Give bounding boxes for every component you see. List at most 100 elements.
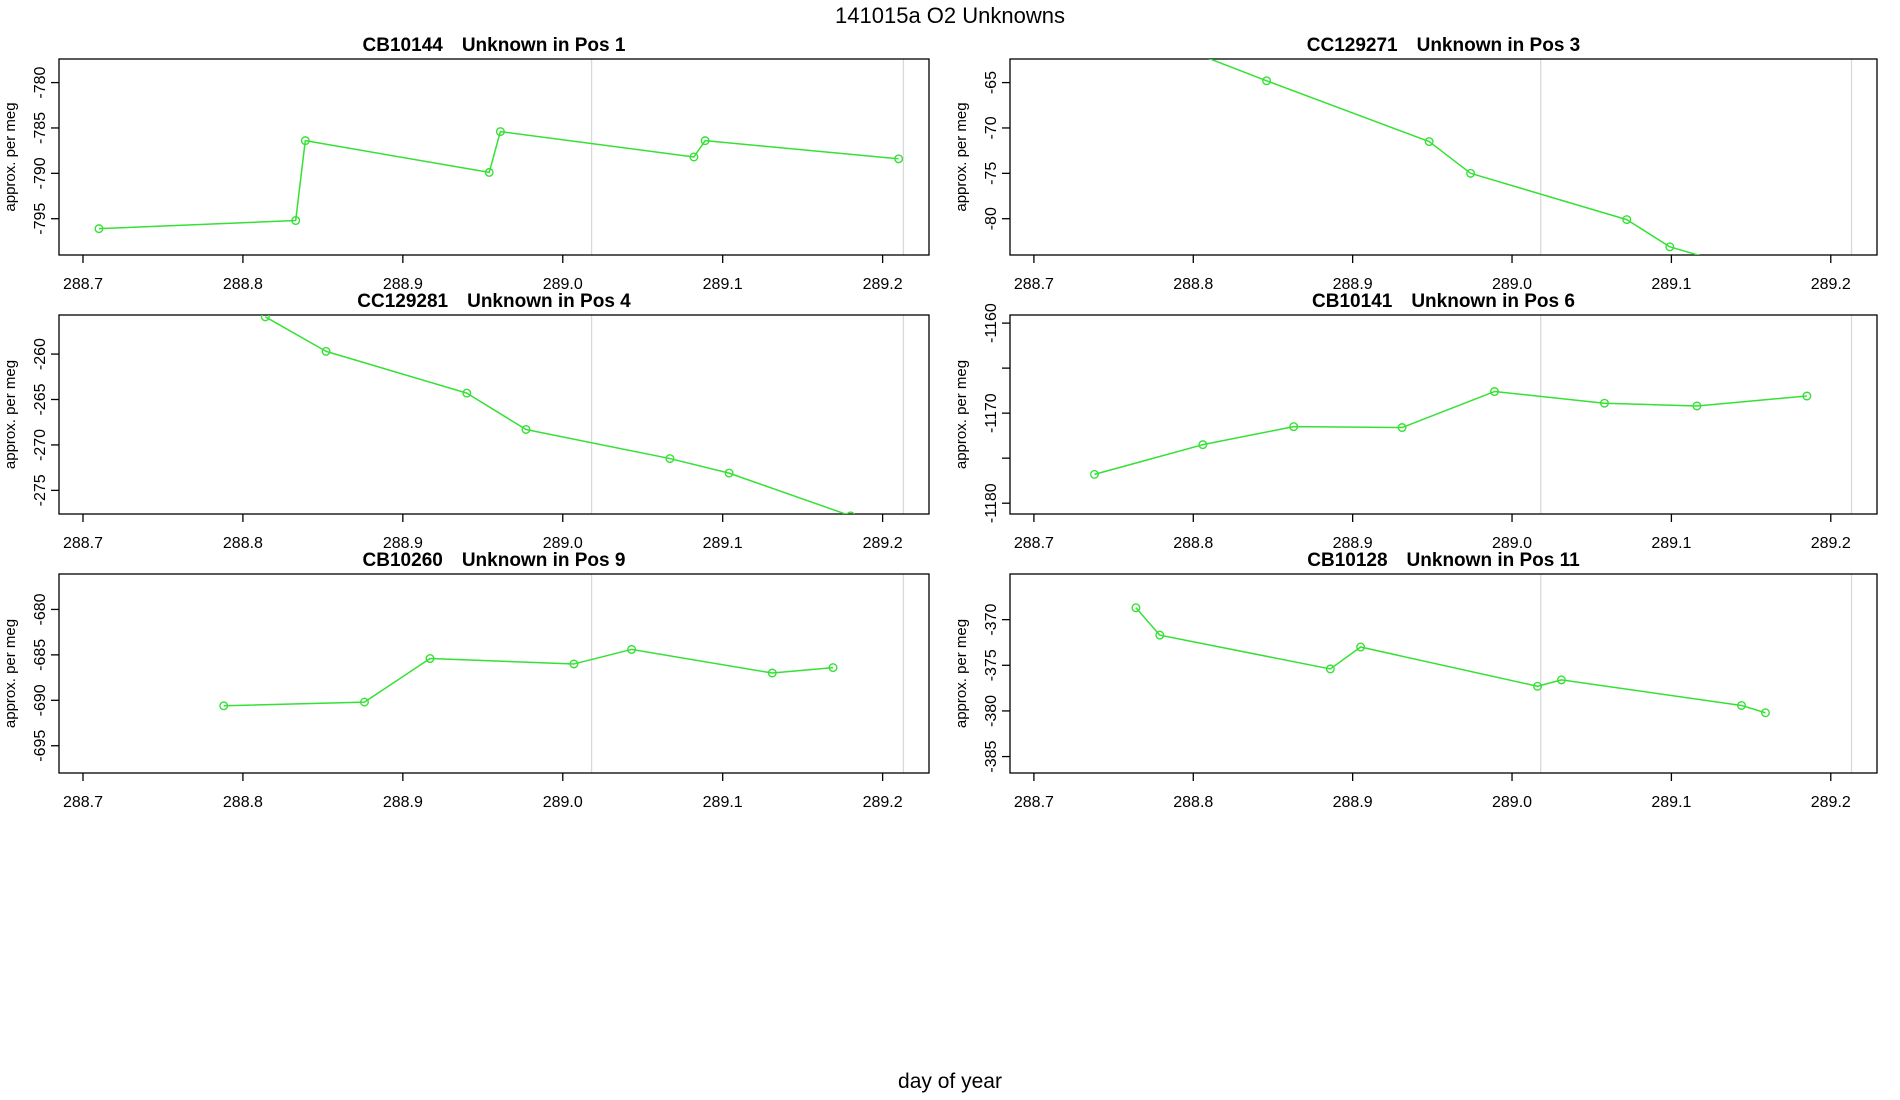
data-point-marker [1665,242,1675,252]
data-point-marker [894,154,904,164]
y-tick-label: -275 [32,474,49,506]
series-line [264,316,848,514]
data-point-marker [700,136,710,146]
data-point-marker [521,424,531,434]
y-tick-label: -65 [983,71,1000,94]
data-point-marker [462,388,472,398]
data-point-marker [724,468,734,478]
data-point-marker [767,668,777,678]
data-point-marker [1737,700,1747,710]
x-tick-label: 288.7 [1014,535,1054,552]
panel-title: CB10128 Unknown in Pos 11 [1307,550,1580,571]
x-tick-label: 288.8 [1173,794,1213,811]
plot-box [1009,573,1878,774]
data-point-marker [1622,215,1632,225]
plot-box [1009,314,1878,515]
y-tick-label: -75 [983,162,1000,185]
y-tick-label: -695 [32,730,49,762]
reference-lines [1540,574,1853,773]
y-tick-label: -680 [32,593,49,625]
y-axis-title: approx. per meg [953,102,970,211]
reference-lines [590,315,905,514]
reference-lines [590,574,905,773]
panel-title: CB10260 Unknown in Pos 9 [363,550,626,571]
panel-CB10144: 288.7 288.8 288.9 289.0 289.1 289.2 -780 -785 -7… [2,35,930,293]
data-point-marker [484,167,494,177]
data-point-marker [495,127,505,137]
y-tick-label: -370 [983,604,1000,636]
x-tick-label: 289.0 [543,535,583,552]
y-tick-label: -690 [32,684,49,716]
y-tick-label: -1180 [983,483,1000,523]
x-tick-label: 288.7 [1014,276,1054,293]
data-point-marker [300,136,310,146]
panel-CB10260: 288.7 288.8 288.9 289.0 289.1 289.2 -680 -685 -6… [2,550,930,811]
data-point-marker [828,663,838,673]
reference-lines [590,59,905,255]
main-title: 141015a O2 Unknowns [835,3,1065,28]
data-point-marker [219,701,229,711]
data-point-marker [846,511,855,514]
panel-title: CB10141 Unknown in Pos 6 [1312,291,1575,312]
x-tick-label: 288.9 [1333,535,1373,552]
data-point-marker [1174,42,1182,50]
data-series [1174,42,1739,270]
data-point-marker [627,644,637,654]
x-tick-label: 288.9 [1333,276,1373,293]
x-tick-label: 289.2 [863,794,903,811]
data-point-marker [1692,401,1702,411]
x-tick-label: 289.0 [1492,535,1532,552]
data-point-marker [260,315,270,322]
x-tick-label: 289.0 [1492,794,1532,811]
data-point-marker [1489,387,1499,397]
x-tick-label: 289.2 [1811,276,1851,293]
data-series [1131,603,1770,718]
data-point-marker [1262,76,1272,86]
y-tick-label: -685 [32,639,49,671]
data-point-marker [1089,469,1099,479]
x-tick-label: 289.1 [703,794,743,811]
x-tick-label: 288.8 [223,535,263,552]
data-point-marker [94,224,104,234]
x-tick-label: 289.2 [863,276,903,293]
x-tick-label: 289.1 [1651,276,1691,293]
data-point-marker [291,216,301,226]
y-tick-label: -260 [32,338,49,370]
series-line [223,648,834,707]
panel-CC129281: 288.7 288.8 288.9 289.0 289.1 289.2 -260 -265 -2… [2,291,930,552]
series-line [1094,390,1807,476]
data-point-marker [1731,262,1739,270]
y-tick-label: -790 [32,157,49,189]
x-tick-label: 289.1 [703,276,743,293]
x-tick-label: 288.9 [383,535,423,552]
plot-box [1009,58,1878,256]
y-axis-title: approx. per meg [2,619,19,728]
x-tick-label: 288.8 [1173,276,1213,293]
panel-CB10128: 288.7 288.8 288.9 289.0 289.1 289.2 -370 -375 -3… [953,550,1878,811]
y-axis-title: approx. per meg [953,360,970,469]
x-tick-label: 289.2 [863,535,903,552]
data-point-marker [1760,708,1770,718]
panel-title: CC129271 Unknown in Pos 3 [1307,35,1580,56]
data-point-marker [1155,630,1165,640]
panel-title: CB10144 Unknown in Pos 1 [363,35,626,56]
y-tick-label: -375 [983,649,1000,681]
x-tick-label: 288.8 [223,276,263,293]
panel-title: CC129281 Unknown in Pos 4 [357,291,631,312]
x-tick-label: 288.7 [63,535,103,552]
x-tick-label: 289.1 [1651,535,1691,552]
y-tick-label: -1160 [983,303,1000,343]
data-point-marker [1397,423,1407,433]
data-point-marker [425,654,435,664]
series-line [1135,607,1766,714]
data-point-marker [1198,440,1208,450]
series-line [98,130,899,230]
data-point-marker [665,454,675,464]
y-axis-title: approx. per meg [2,360,19,469]
y-tick-label: -785 [32,112,49,144]
x-tick-label: 288.7 [1014,794,1054,811]
x-tick-label: 289.1 [703,535,743,552]
x-tick-label: 288.8 [223,794,263,811]
